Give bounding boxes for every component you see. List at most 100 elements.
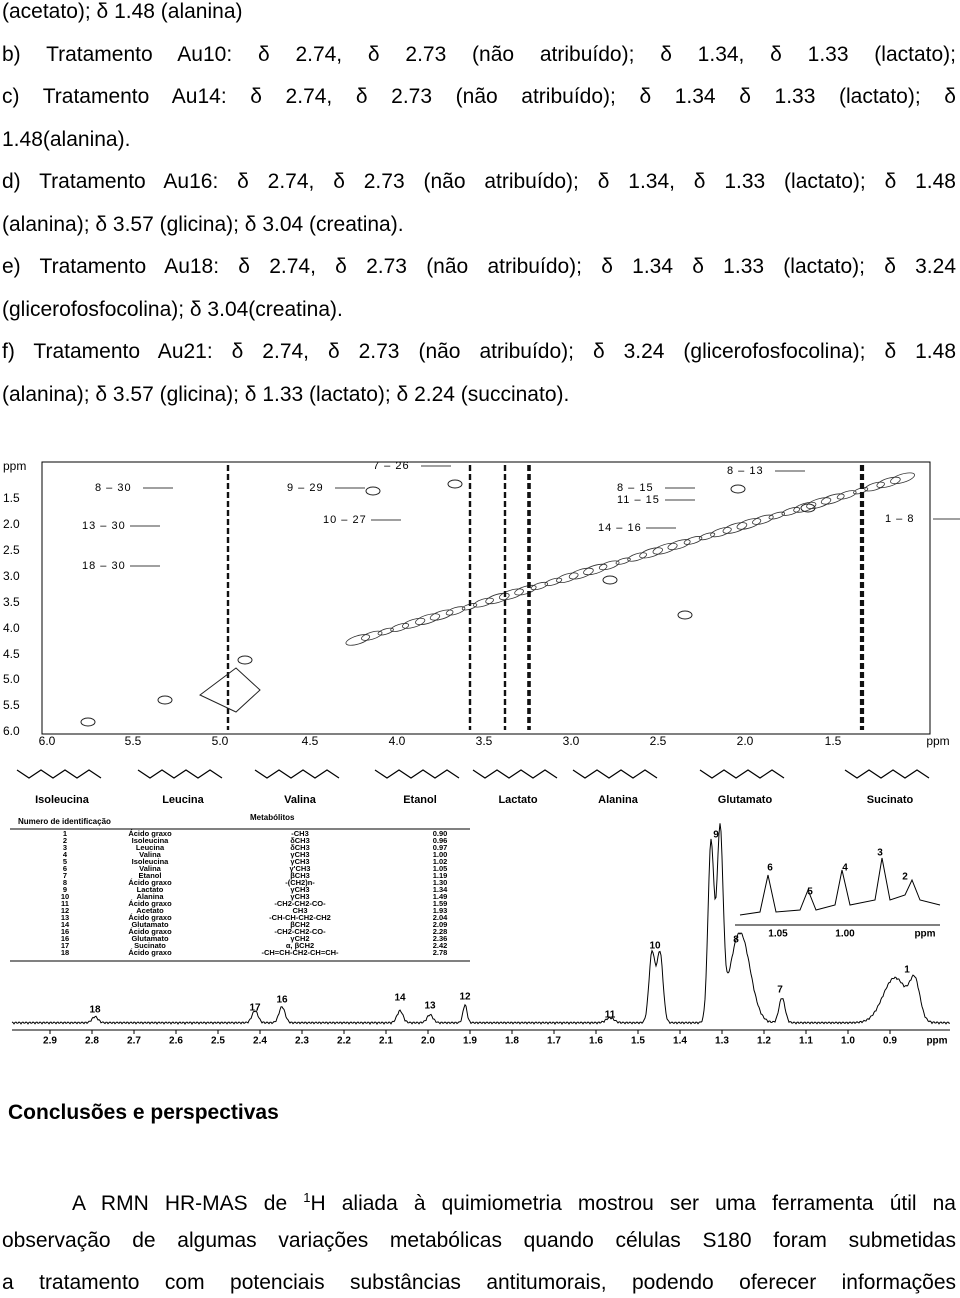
x-tick-label: 2.2 <box>337 1036 351 1047</box>
table-cell: Lactato <box>137 885 164 894</box>
table-cell: 5 <box>63 857 67 866</box>
inset-trace <box>739 857 941 916</box>
table-cell: -CH=CH-CH2-CH=CH- <box>261 948 339 957</box>
table-cell: 0.97 <box>433 843 448 852</box>
table-cell: 2.78 <box>433 948 448 957</box>
x-tick-label: 1.1 <box>799 1036 813 1047</box>
cross-peak <box>237 655 253 665</box>
contour <box>568 567 594 580</box>
x-tick-label: 4.5 <box>302 734 319 748</box>
contour <box>652 542 678 555</box>
peak-number: 8 <box>733 935 739 946</box>
peak-label: 8 – 30 <box>95 482 132 494</box>
x-tick-label: 3.0 <box>563 734 580 748</box>
x-tick-label: 1.7 <box>547 1036 561 1047</box>
peak-label: 9 – 29 <box>287 482 324 494</box>
table-cell: Ácido graxo <box>128 899 172 908</box>
contour <box>736 518 762 530</box>
section-title: Conclusões e perspectivas <box>8 1101 279 1124</box>
table-cell: 16 <box>61 927 69 936</box>
inset-label: ppm <box>914 929 935 940</box>
table-cell: 7 <box>63 871 67 880</box>
contour <box>615 557 631 565</box>
table-cell: 2.28 <box>433 927 448 936</box>
y-tick-label: 6.0 <box>3 724 20 738</box>
table-cell: Acetato <box>136 906 164 915</box>
peak-number: 12 <box>459 992 471 1003</box>
y-tick-label: 5.5 <box>3 698 20 712</box>
table-cell: -(CH2)n- <box>285 878 315 887</box>
molecule <box>844 769 930 779</box>
x-tick-label: ppm <box>926 1036 947 1047</box>
structures: Isoleucina Leucina Valina Etanol Lactato Alan… <box>16 769 930 806</box>
table-cell: 2.36 <box>433 934 448 943</box>
table-cell: δCH3 <box>290 836 310 845</box>
table-cell: 1.49 <box>433 892 448 901</box>
table-cell: 4 <box>63 850 68 859</box>
y-tick-label: 3.0 <box>3 569 20 583</box>
peak-label: 13 – 30 <box>82 520 126 532</box>
table-cell: 2.04 <box>433 913 448 922</box>
x-tick-label: 2.0 <box>737 734 754 748</box>
x-tick-label: 0.9 <box>883 1036 897 1047</box>
paragraph-line: f) Tratamento Au21: δ 2.74, δ 2.73 (não … <box>2 340 956 363</box>
inset-label: 1.00 <box>835 929 855 940</box>
cross-peak <box>677 610 693 620</box>
table-cell: 1.05 <box>433 864 448 873</box>
peak-number: 10 <box>649 941 661 952</box>
contour <box>836 490 857 500</box>
molecule <box>137 769 223 779</box>
x-tick-label: 4.0 <box>389 734 406 748</box>
peak-number: 7 <box>777 985 783 996</box>
table-cell: 1.59 <box>433 899 448 908</box>
contour <box>445 606 466 616</box>
table-cell: γCH3 <box>290 857 309 866</box>
table-cell: 0.90 <box>433 829 448 838</box>
peak-number: 6 <box>767 863 773 874</box>
molecule <box>254 769 340 779</box>
y-tick-label: 4.5 <box>3 647 20 661</box>
contour <box>820 493 845 505</box>
table-cell: 0.96 <box>433 836 448 845</box>
x-tick-label: 2.6 <box>169 1036 183 1047</box>
contour <box>698 532 716 541</box>
table-cell: Glutamato <box>131 920 169 929</box>
table-cell: Sucinato <box>134 941 166 950</box>
cross-peak <box>365 486 381 496</box>
x-tick-label: 1.4 <box>673 1036 687 1047</box>
table-cell: 1.34 <box>433 885 448 894</box>
peak-number: 9 <box>713 830 719 841</box>
table-cell: Leucina <box>136 843 165 852</box>
y-tick-label: 3.5 <box>3 595 20 609</box>
peak-number: 4 <box>842 863 848 874</box>
contour <box>377 627 394 636</box>
cross-peak <box>602 575 618 585</box>
plot-frame-2d <box>41 461 931 735</box>
paragraph-line: (acetato); δ 1.48 (alanina) <box>2 0 243 23</box>
paragraph-line: c) Tratamento Au14: δ 2.74, δ 2.73 (não … <box>2 85 956 108</box>
molecule <box>699 769 785 779</box>
table-cell: 10 <box>61 892 69 901</box>
table-cell: Ácido graxo <box>128 913 172 922</box>
peak-number: 5 <box>807 887 813 898</box>
x-tick-label: 2.4 <box>253 1036 267 1047</box>
conclusion-line: A RMN HR-MAS de 1H aliada à quimiometria… <box>2 1186 956 1216</box>
table-cell: 8 <box>63 878 67 887</box>
cross-peak <box>800 503 816 513</box>
peak-label: 18 – 30 <box>82 560 126 572</box>
table-cell: γCH2 <box>290 934 309 943</box>
contour <box>361 630 383 641</box>
table-cell: Ácido graxo <box>128 927 172 936</box>
table-cell: CH3 <box>292 906 307 915</box>
peak-number: 16 <box>276 995 288 1006</box>
contour <box>781 507 801 516</box>
x-tick-label: 2.1 <box>379 1036 393 1047</box>
text: A RMN HR-MAS de <box>72 1192 288 1215</box>
cross-peak <box>157 695 173 705</box>
contour <box>499 588 524 601</box>
table-cell: α, βCH2 <box>286 941 314 950</box>
table-cell: Valina <box>139 864 162 873</box>
text: H aliada à quimiometria mostrou ser uma … <box>310 1192 956 1215</box>
table-cell: 13 <box>61 913 69 922</box>
